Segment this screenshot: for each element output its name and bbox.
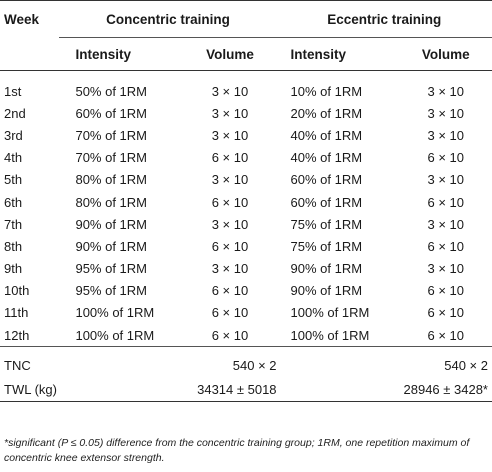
week-cell: 2nd bbox=[4, 105, 26, 121]
table-footnote: *significant (P ≤ 0.05) difference from … bbox=[4, 437, 470, 464]
week-cell: 1st bbox=[4, 83, 22, 99]
eccentric-volume-cell: 3 × 10 bbox=[427, 127, 464, 143]
concentric-volume-cell: 6 × 10 bbox=[211, 305, 249, 321]
header-row-groups: Week Concentric training Eccentric train… bbox=[0, 0, 492, 38]
eccentric-intensity-cell: 40% of 1RM bbox=[290, 127, 363, 143]
summary-eccentric-value: 28946 ± 3428* bbox=[403, 377, 492, 403]
table-row: 3rd 70% of 1RM 3 × 10 40% of 1RM 3 × 10 bbox=[0, 124, 492, 146]
concentric-intensity-cell: 80% of 1RM bbox=[75, 194, 148, 210]
table-row: 7th 90% of 1RM 3 × 10 75% of 1RM 3 × 10 bbox=[0, 213, 492, 235]
concentric-volume-cell: 6 × 10 bbox=[211, 150, 249, 166]
eccentric-volume-cell: 6 × 10 bbox=[427, 305, 464, 321]
summary-row-tnc: TNC 540 × 2 540 × 2 bbox=[0, 353, 492, 377]
concentric-intensity-cell: 100% of 1RM bbox=[75, 327, 155, 343]
concentric-volume-cell: 3 × 10 bbox=[211, 172, 249, 188]
header-concentric-intensity: Intensity bbox=[59, 37, 184, 71]
concentric-volume-cell: 3 × 10 bbox=[211, 216, 249, 232]
summary-concentric-value: 34314 ± 5018 bbox=[183, 377, 277, 403]
eccentric-volume-cell: 6 × 10 bbox=[427, 194, 464, 210]
week-cell: 9th bbox=[4, 261, 23, 277]
eccentric-intensity-cell: 100% of 1RM bbox=[290, 327, 370, 343]
eccentric-volume-cell: 3 × 10 bbox=[427, 261, 464, 277]
concentric-intensity-cell: 95% of 1RM bbox=[75, 261, 148, 277]
summary-row-twl: TWL (kg) 34314 ± 5018 28946 ± 3428* bbox=[0, 377, 492, 403]
eccentric-intensity-cell: 100% of 1RM bbox=[290, 305, 370, 321]
eccentric-intensity-cell: 90% of 1RM bbox=[290, 283, 363, 299]
concentric-intensity-cell: 90% of 1RM bbox=[75, 238, 148, 254]
concentric-intensity-cell: 60% of 1RM bbox=[75, 105, 148, 121]
header-eccentric-intensity: Intensity bbox=[276, 37, 404, 71]
eccentric-intensity-cell: 90% of 1RM bbox=[290, 261, 363, 277]
eccentric-volume-cell: 6 × 10 bbox=[427, 283, 464, 299]
eccentric-volume-cell: 3 × 10 bbox=[427, 105, 464, 121]
table-row: 11th 100% of 1RM 6 × 10 100% of 1RM 6 × … bbox=[0, 302, 492, 324]
eccentric-intensity-cell: 75% of 1RM bbox=[290, 238, 363, 254]
concentric-intensity-cell: 70% of 1RM bbox=[75, 150, 148, 166]
table-row: 1st 50% of 1RM 3 × 10 10% of 1RM 3 × 10 bbox=[0, 71, 492, 103]
header-blank bbox=[0, 37, 60, 71]
eccentric-intensity-cell: 60% of 1RM bbox=[290, 172, 363, 188]
week-cell: 3rd bbox=[4, 127, 23, 143]
header-concentric: Concentric training bbox=[59, 0, 277, 38]
concentric-volume-cell: 6 × 10 bbox=[211, 327, 249, 343]
eccentric-intensity-cell: 75% of 1RM bbox=[290, 216, 363, 232]
concentric-volume-cell: 6 × 10 bbox=[211, 238, 249, 254]
eccentric-volume-cell: 3 × 10 bbox=[427, 172, 464, 188]
week-cell: 4th bbox=[4, 150, 23, 166]
concentric-volume-cell: 3 × 10 bbox=[211, 83, 249, 99]
header-week: Week bbox=[0, 0, 60, 38]
concentric-intensity-cell: 70% of 1RM bbox=[75, 127, 148, 143]
eccentric-intensity-cell: 40% of 1RM bbox=[290, 150, 363, 166]
training-table: Week Concentric training Eccentric train… bbox=[0, 0, 492, 403]
eccentric-volume-cell: 3 × 10 bbox=[427, 83, 464, 99]
header-eccentric: Eccentric training bbox=[276, 0, 492, 38]
eccentric-intensity-cell: 20% of 1RM bbox=[290, 105, 363, 121]
eccentric-volume-cell: 6 × 10 bbox=[427, 238, 464, 254]
week-cell: 5th bbox=[4, 172, 23, 188]
header-concentric-volume: Volume bbox=[183, 37, 277, 71]
concentric-intensity-cell: 95% of 1RM bbox=[75, 283, 148, 299]
concentric-intensity-cell: 80% of 1RM bbox=[75, 172, 148, 188]
concentric-volume-cell: 3 × 10 bbox=[211, 261, 249, 277]
table-row: 4th 70% of 1RM 6 × 10 40% of 1RM 6 × 10 bbox=[0, 147, 492, 169]
table-row: 6th 80% of 1RM 6 × 10 60% of 1RM 6 × 10 bbox=[0, 191, 492, 213]
summary-concentric-value: 540 × 2 bbox=[232, 357, 277, 373]
concentric-volume-cell: 6 × 10 bbox=[211, 194, 249, 210]
header-row-columns: Intensity Volume Intensity Volume bbox=[0, 37, 492, 71]
eccentric-intensity-cell: 60% of 1RM bbox=[290, 194, 363, 210]
concentric-intensity-cell: 90% of 1RM bbox=[75, 216, 148, 232]
summary-label: TNC bbox=[4, 357, 31, 373]
week-cell: 7th bbox=[4, 216, 23, 232]
concentric-volume-cell: 6 × 10 bbox=[211, 283, 249, 299]
concentric-volume-cell: 3 × 10 bbox=[211, 105, 249, 121]
eccentric-intensity-cell: 10% of 1RM bbox=[290, 83, 363, 99]
header-eccentric-volume: Volume bbox=[403, 37, 492, 71]
week-cell: 8th bbox=[4, 238, 23, 254]
concentric-volume-cell: 3 × 10 bbox=[211, 127, 249, 143]
week-cell: 12th bbox=[4, 327, 30, 343]
concentric-intensity-cell: 100% of 1RM bbox=[75, 305, 155, 321]
week-cell: 11th bbox=[4, 305, 29, 321]
concentric-intensity-cell: 50% of 1RM bbox=[75, 83, 148, 99]
table-row: 2nd 60% of 1RM 3 × 10 20% of 1RM 3 × 10 bbox=[0, 102, 492, 124]
summary-eccentric-value: 540 × 2 bbox=[444, 357, 488, 373]
table-row: 10th 95% of 1RM 6 × 10 90% of 1RM 6 × 10 bbox=[0, 280, 492, 302]
table-row: 9th 95% of 1RM 3 × 10 90% of 1RM 3 × 10 bbox=[0, 258, 492, 280]
table-row: 12th 100% of 1RM 6 × 10 100% of 1RM 6 × … bbox=[0, 324, 492, 347]
section-divider bbox=[0, 346, 492, 354]
week-cell: 6th bbox=[4, 194, 23, 210]
eccentric-volume-cell: 6 × 10 bbox=[427, 327, 464, 343]
eccentric-volume-cell: 3 × 10 bbox=[427, 216, 464, 232]
summary-label: TWL (kg) bbox=[0, 377, 60, 403]
eccentric-volume-cell: 6 × 10 bbox=[427, 150, 464, 166]
table-row: 8th 90% of 1RM 6 × 10 75% of 1RM 6 × 10 bbox=[0, 235, 492, 257]
table-row: 5th 80% of 1RM 3 × 10 60% of 1RM 3 × 10 bbox=[0, 169, 492, 191]
week-cell: 10th bbox=[4, 283, 30, 299]
